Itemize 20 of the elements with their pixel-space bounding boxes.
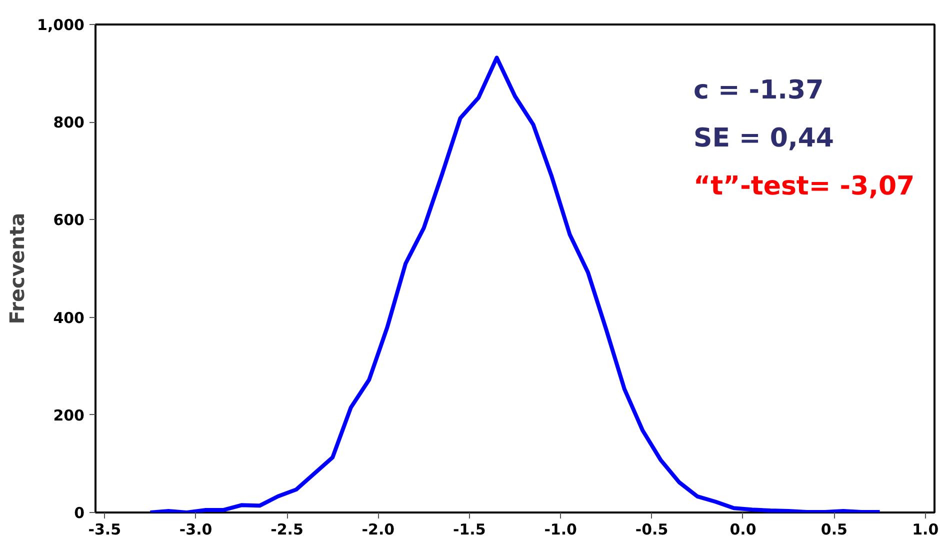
y-tick-label: 600 [53, 211, 84, 230]
annotation: c = -1.37 [694, 76, 824, 106]
y-axis-title: Frecventa [5, 212, 30, 324]
y-tick-label: 800 [53, 114, 84, 132]
x-tick-label: 1.0 [912, 520, 939, 538]
x-tick-label: -1.5 [453, 520, 486, 538]
annotation: SE = 0,44 [694, 124, 834, 154]
y-tick-label: 400 [53, 308, 84, 327]
y-tick-label: 1,000 [37, 16, 85, 34]
x-tick-label: -1.0 [544, 520, 578, 538]
x-tick-label: -3.5 [88, 520, 122, 538]
y-tick-label: 200 [53, 406, 84, 424]
y-tick-label: 0 [74, 504, 84, 522]
x-tick-label: -2.5 [270, 520, 304, 538]
x-tick-label: 0.5 [820, 520, 848, 538]
x-tick-label: -2.0 [362, 520, 395, 538]
annotation: “t”-test= -3,07 [694, 172, 915, 202]
x-tick-label: -3.0 [179, 520, 212, 538]
x-tick-label: -0.5 [635, 520, 668, 538]
x-tick-label: 0.0 [730, 520, 756, 538]
